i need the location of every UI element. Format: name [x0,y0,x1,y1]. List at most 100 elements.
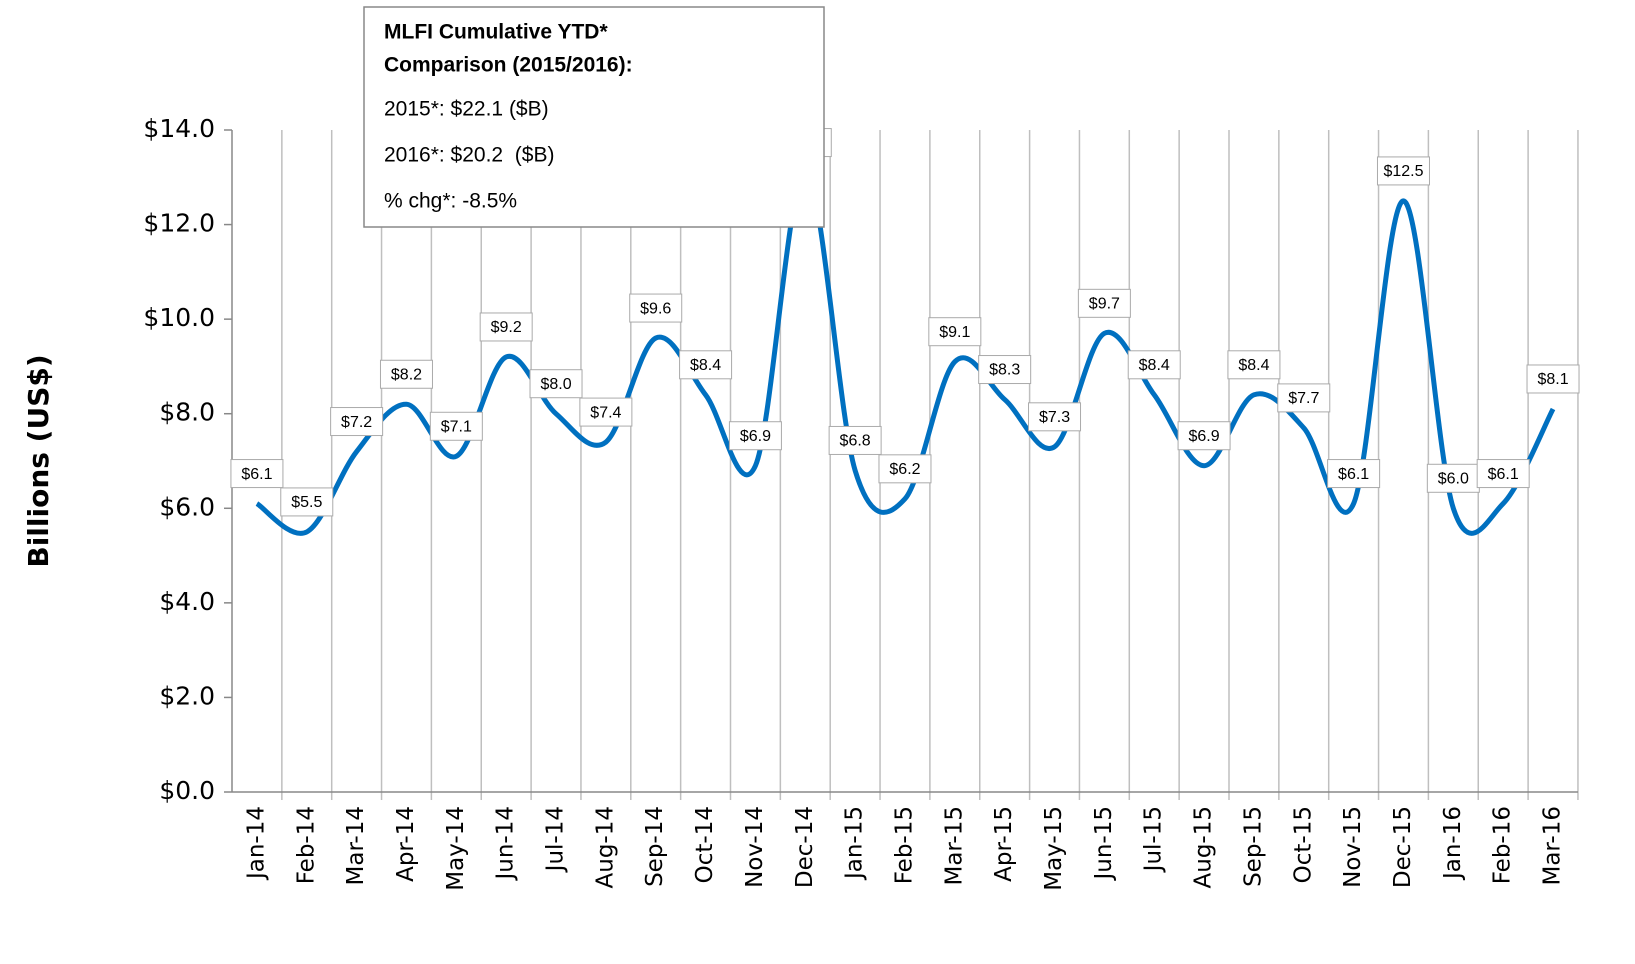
annotation-title: Comparison (2015/2016): [384,54,633,77]
data-label-text: $7.3 [1039,409,1070,426]
data-label: $5.5 [280,487,334,517]
x-tick-label: Mar-14 [343,806,369,886]
x-tick-label: Apr-14 [393,806,419,882]
x-tick-label: Sep-14 [642,806,668,887]
y-tick-label: $0.0 [159,776,215,805]
data-label-text: $8.4 [1238,357,1269,374]
x-tick-label: Apr-15 [991,806,1017,882]
data-label-box [1526,364,1580,394]
data-label: $7.2 [330,407,384,437]
annotation-line: 2015*: $22.1 ($B) [384,98,549,121]
y-tick-label: $8.0 [159,398,215,427]
x-tick-label: Jul-15 [1141,806,1167,873]
y-tick-label: $4.0 [159,587,215,616]
data-label-text: $8.4 [1139,357,1170,374]
data-label: $6.1 [1476,459,1530,489]
data-label-box [1077,288,1131,318]
data-label-box [728,421,782,451]
data-label-text: $8.2 [391,366,422,383]
data-label-box [629,293,683,323]
data-label-text: $9.7 [1089,296,1120,313]
data-label-text: $6.1 [241,466,272,483]
data-label: $6.9 [1177,421,1231,451]
data-label-box [230,459,284,489]
x-tick-label: Sep-15 [1240,806,1266,887]
x-tick-label: Nov-15 [1340,806,1366,888]
data-label-text: $6.9 [740,428,771,445]
y-tick-label: $10.0 [143,303,215,332]
x-tick-label: Dec-15 [1390,806,1416,888]
data-label-text: $6.1 [1488,466,1519,483]
data-label-box [1127,350,1181,380]
data-label: $8.2 [379,359,433,389]
data-label-box [280,487,334,517]
data-label: $7.7 [1277,383,1331,413]
x-tick-label: Dec-14 [792,806,818,888]
data-label: $9.6 [629,293,683,323]
data-label: $7.4 [579,397,633,427]
data-label-text: $6.9 [1189,428,1220,445]
x-tick-label: Jun-14 [493,806,519,882]
x-tick-label: May-15 [1041,806,1067,891]
data-label-text: $8.1 [1537,371,1568,388]
y-tick-label: $12.0 [143,209,215,238]
x-tick-label: Jun-15 [1091,806,1117,882]
x-tick-label: Feb-15 [891,806,917,884]
data-label-text: $9.1 [939,324,970,341]
x-tick-label: Aug-14 [592,806,618,888]
data-label-text: $8.4 [690,357,721,374]
x-tick-label: Oct-15 [1290,806,1316,883]
annotation-box [363,6,825,228]
x-tick-label: May-14 [443,806,469,891]
data-label-box [1227,350,1281,380]
y-axis-label: Billions (US$) [22,354,55,567]
data-label-text: $9.6 [640,300,671,317]
data-label-box [679,350,733,380]
data-label: $12.5 [1376,156,1430,186]
data-label-box [330,407,384,437]
data-label-box [928,317,982,347]
annotation-line: 2016*: $20.2 ($B) [384,144,554,167]
data-label: $8.4 [679,350,733,380]
data-label-text: $8.3 [989,362,1020,379]
data-label: $6.1 [1327,459,1381,489]
data-label-box [479,312,533,342]
x-tick-label: Mar-16 [1540,806,1566,886]
data-label-box [828,425,882,455]
data-label: $6.8 [828,425,882,455]
annotation-line: % chg*: -8.5% [384,190,517,213]
data-label-box [1327,459,1381,489]
data-label-box [1177,421,1231,451]
data-label: $7.3 [1028,402,1082,432]
data-label-text: $6.8 [840,433,871,450]
data-label-box [878,454,932,484]
data-label-box [1277,383,1331,413]
x-tick-label: Jul-14 [543,806,569,873]
data-label: $9.7 [1077,288,1131,318]
x-tick-label: Jan-15 [842,806,868,881]
data-label: $7.1 [429,411,483,441]
data-label: $8.4 [1127,350,1181,380]
data-label: $6.9 [728,421,782,451]
data-label-box [429,411,483,441]
data-label-text: $6.1 [1338,466,1369,483]
x-tick-label: Jan-16 [1440,806,1466,881]
data-label-text: $7.7 [1288,390,1319,407]
data-label: $8.0 [529,369,583,399]
data-label-box [978,355,1032,385]
data-label: $9.2 [479,312,533,342]
data-label-box [1376,156,1430,186]
data-label: $9.1 [928,317,982,347]
data-label-text: $7.4 [590,404,621,421]
data-label-box [379,359,433,389]
data-label-text: $8.0 [540,376,571,393]
x-tick-label: Mar-15 [941,806,967,886]
x-tick-label: Aug-15 [1191,806,1217,888]
x-tick-label: Feb-14 [293,806,319,884]
data-label: $6.0 [1426,463,1480,493]
annotation-title: MLFI Cumulative YTD* [384,21,608,44]
data-label-box [579,397,633,427]
x-tick-label: Feb-16 [1490,806,1516,884]
data-label-text: $9.2 [491,319,522,336]
